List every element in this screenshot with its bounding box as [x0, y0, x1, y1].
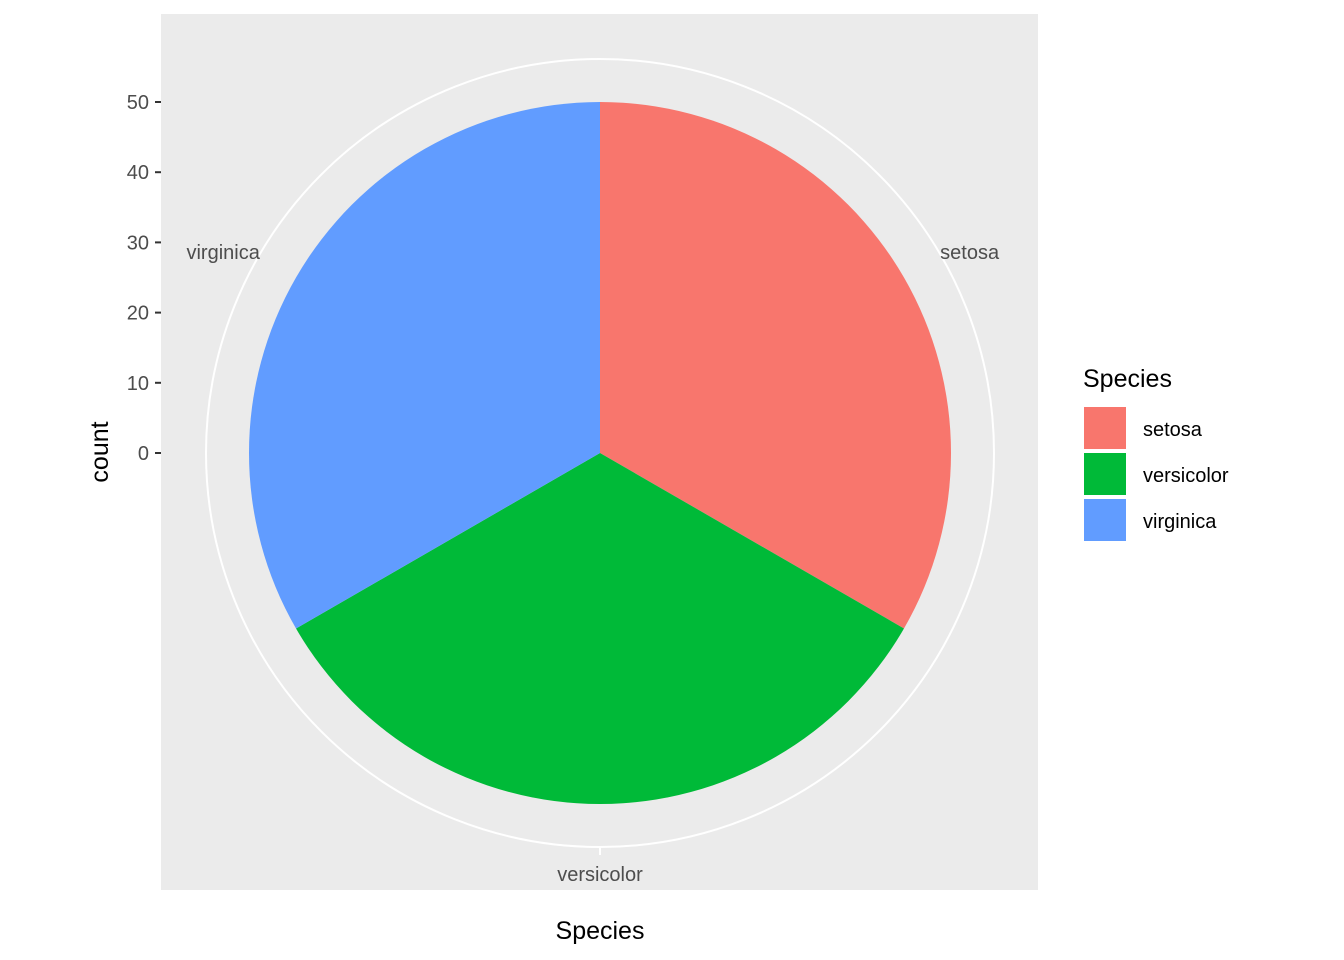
y-tick-label: 10 [127, 373, 149, 395]
legend-label-versicolor: versicolor [1143, 465, 1229, 487]
legend-swatch-versicolor [1082, 451, 1128, 497]
category-labels: setosa versicolor virginica [186, 242, 999, 886]
y-tick-label: 0 [138, 443, 149, 465]
y-axis-ticks: 0 10 20 30 40 50 [127, 92, 161, 465]
y-tick-label: 50 [127, 92, 149, 114]
category-label-virginica: virginica [186, 242, 260, 264]
polar-grid [205, 58, 995, 855]
legend-swatch-setosa [1082, 405, 1128, 451]
x-axis-title: Species [556, 917, 645, 945]
pie-slice-virginica [249, 102, 601, 629]
y-axis-title: count [86, 421, 114, 482]
y-tick-label: 20 [127, 303, 149, 325]
grid-spoke-setosa [940, 251, 949, 257]
legend-label-setosa: setosa [1143, 419, 1203, 441]
y-tick-label: 30 [127, 232, 149, 254]
category-label-versicolor: versicolor [557, 864, 643, 886]
pie-slice-setosa [600, 102, 951, 629]
legend-swatch-virginica [1082, 497, 1128, 543]
legend: Species setosa versicolor virginica [1082, 365, 1229, 543]
grid-spoke-virginica [251, 251, 260, 257]
y-tick-label: 40 [127, 162, 149, 184]
legend-title: Species [1083, 365, 1172, 393]
pie-slices [249, 102, 951, 804]
legend-label-virginica: virginica [1143, 511, 1217, 533]
legend-items: setosa versicolor virginica [1082, 405, 1229, 543]
category-label-setosa: setosa [940, 242, 1000, 264]
